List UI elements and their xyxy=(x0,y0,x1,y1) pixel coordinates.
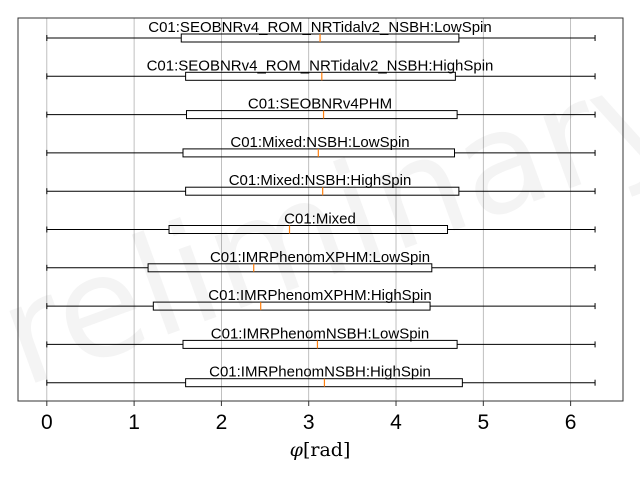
box-series: C01:SEOBNRv4PHM xyxy=(46,96,596,120)
box-series: C01:IMRPhenomXPHM:HighSpin xyxy=(46,287,596,311)
box-label: C01:Mixed:NSBH:HighSpin xyxy=(229,172,412,189)
box-label: C01:IMRPhenomXPHM:HighSpin xyxy=(208,287,431,304)
x-tick-label: 3 xyxy=(303,411,315,434)
x-axis-label-variable: φ xyxy=(290,439,304,461)
x-tick-label: 5 xyxy=(477,411,489,434)
box-iqr xyxy=(147,263,433,273)
box-label: C01:IMRPhenomNSBH:LowSpin xyxy=(211,325,429,342)
x-tick-label: 2 xyxy=(216,411,228,434)
box-series: C01:SEOBNRv4_ROM_NRTidalv2_NSBH:LowSpin xyxy=(46,19,596,43)
box-series: C01:Mixed xyxy=(46,211,596,234)
watermark-text: Preliminary xyxy=(0,24,640,448)
plot-frame xyxy=(17,17,624,402)
box-iqr xyxy=(182,339,458,349)
box-series: C01:IMRPhenomNSBH:HighSpin xyxy=(46,364,596,388)
box-series: C01:Mixed:NSBH:HighSpin xyxy=(46,172,596,196)
box-layer: C01:SEOBNRv4_ROM_NRTidalv2_NSBH:LowSpin C… xyxy=(46,19,596,388)
box-iqr xyxy=(185,110,458,120)
box-label: C01:IMRPhenomNSBH:HighSpin xyxy=(209,364,431,381)
box-iqr xyxy=(168,225,449,234)
box-label: C01:Mixed xyxy=(284,211,356,228)
box-label: C01:IMRPhenomXPHM:LowSpin xyxy=(210,249,430,266)
tick-layer: 0 1 2 3 4 5 6 xyxy=(41,401,576,434)
box-series: C01:SEOBNRv4_ROM_NRTidalv2_NSBH:HighSpin xyxy=(46,57,596,81)
x-axis-label: φ[rad] xyxy=(290,439,351,461)
box-label: C01:Mixed:NSBH:LowSpin xyxy=(230,134,409,151)
box-label: C01:SEOBNRv4_ROM_NRTidalv2_NSBH:LowSpin xyxy=(148,19,491,36)
x-tick-label: 6 xyxy=(565,411,577,434)
x-tick-label: 0 xyxy=(41,411,53,434)
box-label: C01:SEOBNRv4PHM xyxy=(248,96,392,113)
grid-layer xyxy=(46,18,572,401)
box-iqr xyxy=(185,71,456,81)
box-label: C01:SEOBNRv4_ROM_NRTidalv2_NSBH:HighSpin xyxy=(147,57,494,74)
box-series: C01:IMRPhenomXPHM:LowSpin xyxy=(46,249,596,273)
x-axis-label-unit: [rad] xyxy=(303,439,350,461)
box-series: C01:Mixed:NSBH:LowSpin xyxy=(46,134,596,158)
x-tick-label: 4 xyxy=(390,411,402,434)
box-iqr xyxy=(152,301,431,311)
box-series: C01:IMRPhenomNSBH:LowSpin xyxy=(46,325,596,349)
x-tick-label: 1 xyxy=(128,411,140,434)
